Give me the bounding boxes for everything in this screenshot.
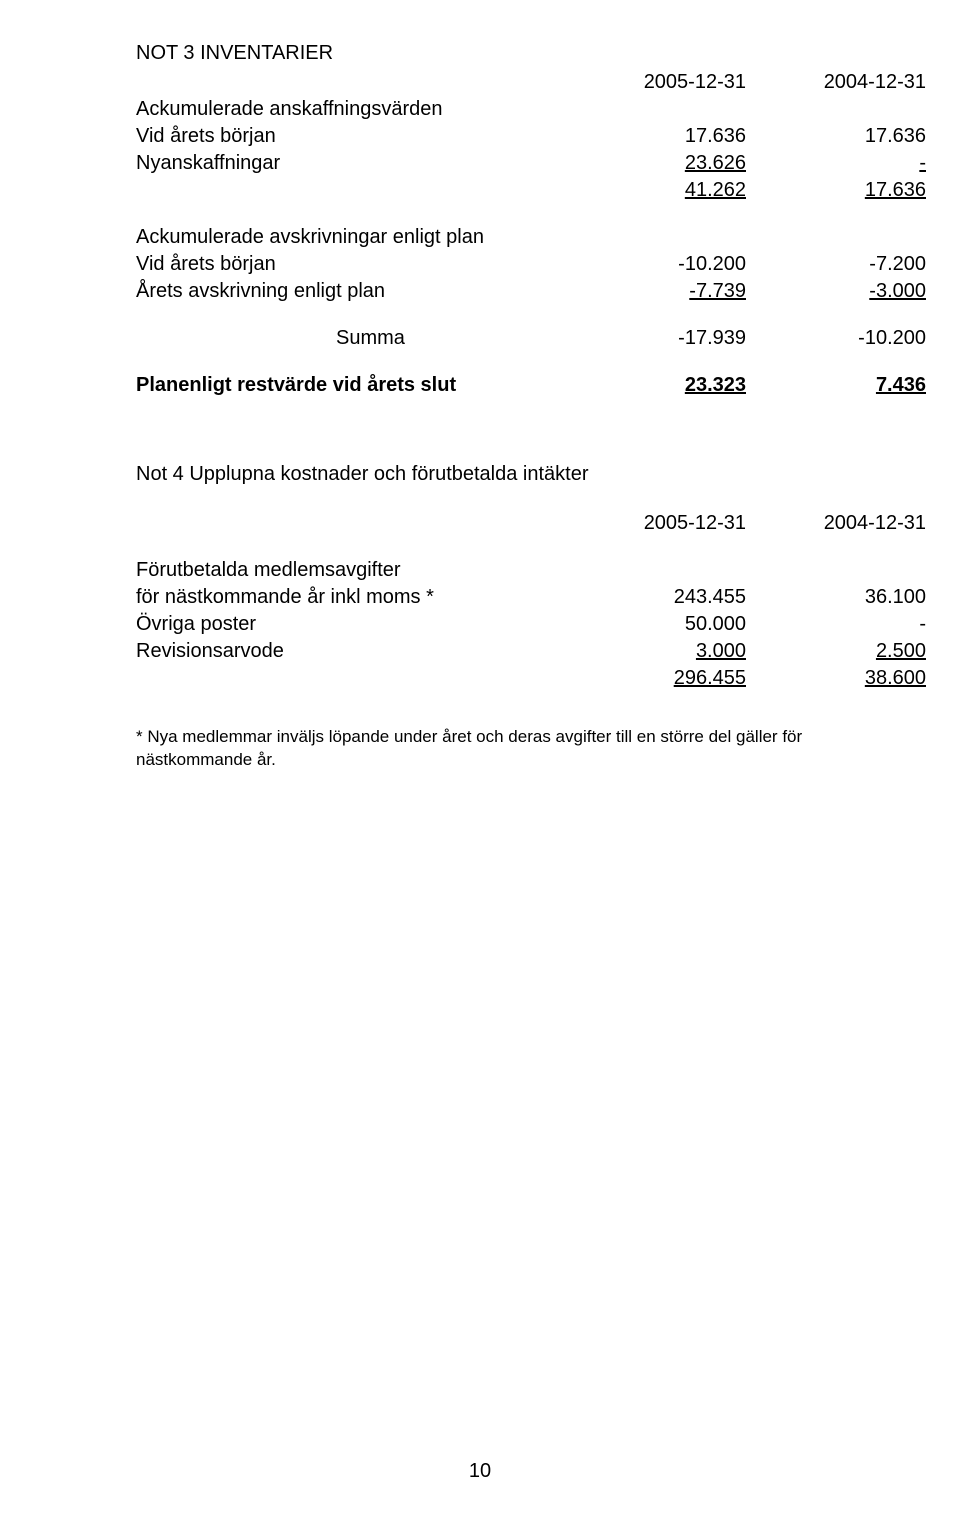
cell-val-b: -3.000 (746, 278, 926, 305)
cell-val-b: - (746, 150, 926, 177)
cell-val-b: 17.636 (746, 177, 926, 204)
cell-val-b: -7.200 (746, 251, 926, 278)
not3-row-vid2: Vid årets början -10.200 -7.200 (136, 251, 904, 278)
cell-val-a: -10.200 (566, 251, 746, 278)
not4-date-row: 2005-12-31 2004-12-31 (136, 510, 904, 537)
cell-val-a: -7.739 (566, 278, 746, 305)
not4-r1-line1: Förutbetalda medlemsavgifter (136, 557, 904, 584)
not3-row-arets: Årets avskrivning enligt plan -7.739 -3.… (136, 278, 904, 305)
not3-sub1-title: Ackumulerade anskaffningsvärden (136, 96, 904, 123)
cell-val-b: -10.200 (746, 325, 926, 352)
not3-date-a: 2005-12-31 (566, 69, 746, 96)
cell-label: Nyanskaffningar (136, 150, 566, 177)
not3-row-vid-borjan: Vid årets början 17.636 17.636 (136, 123, 904, 150)
not3-date-b: 2004-12-31 (746, 69, 926, 96)
cell-label: Vid årets början (136, 123, 566, 150)
cell-label: Revisionsarvode (136, 638, 566, 665)
cell-val-b: 2.500 (746, 638, 926, 665)
summa-label: Summa (136, 325, 566, 352)
not4-total: 296.455 38.600 (136, 665, 904, 692)
not3-row-total1: 41.262 17.636 (136, 177, 904, 204)
cell-val-b: 7.436 (746, 372, 926, 399)
cell-label: Förutbetalda medlemsavgifter (136, 557, 566, 584)
not4-r1-line2: för nästkommande år inkl moms * 243.455 … (136, 584, 904, 611)
cell-val-a: 3.000 (566, 638, 746, 665)
cell-val-b: 17.636 (746, 123, 926, 150)
cell-val-a: 23.323 (566, 372, 746, 399)
cell-label: Övriga poster (136, 611, 566, 638)
not4-date-a: 2005-12-31 (566, 510, 746, 537)
cell-val-a: 17.636 (566, 123, 746, 150)
cell-val-b: 38.600 (746, 665, 926, 692)
cell-val-a: 23.626 (566, 150, 746, 177)
not4-date-b: 2004-12-31 (746, 510, 926, 537)
not3-summa-row: Summa -17.939 -10.200 (136, 325, 904, 352)
cell-val-a: 41.262 (566, 177, 746, 204)
cell-label: för nästkommande år inkl moms * (136, 584, 566, 611)
not4-r3: Revisionsarvode 3.000 2.500 (136, 638, 904, 665)
cell-label: Vid årets början (136, 251, 566, 278)
cell-val-b: - (746, 611, 926, 638)
not3-date-row: 2005-12-31 2004-12-31 (136, 69, 904, 96)
not4-footnote: * Nya medlemmar inväljs löpande under år… (136, 726, 904, 772)
cell-val-b: 36.100 (746, 584, 926, 611)
not4-title: Not 4 Upplupna kostnader och förutbetald… (136, 463, 904, 486)
not3-row-nyan: Nyanskaffningar 23.626 - (136, 150, 904, 177)
cell-val-a: 50.000 (566, 611, 746, 638)
not3-sub1-label: Ackumulerade anskaffningsvärden (136, 96, 566, 123)
cell-label: Årets avskrivning enligt plan (136, 278, 566, 305)
cell-val-a: 243.455 (566, 584, 746, 611)
not3-sub2-label: Ackumulerade avskrivningar enligt plan (136, 224, 566, 251)
page-number: 10 (0, 1460, 960, 1483)
not3-plan-row: Planenligt restvärde vid årets slut 23.3… (136, 372, 904, 399)
not3-sub2-title: Ackumulerade avskrivningar enligt plan (136, 224, 904, 251)
not4-r2: Övriga poster 50.000 - (136, 611, 904, 638)
plan-label: Planenligt restvärde vid årets slut (136, 372, 566, 399)
cell-val-a: 296.455 (566, 665, 746, 692)
cell-val-a: -17.939 (566, 325, 746, 352)
not3-title: NOT 3 INVENTARIER (136, 42, 904, 65)
